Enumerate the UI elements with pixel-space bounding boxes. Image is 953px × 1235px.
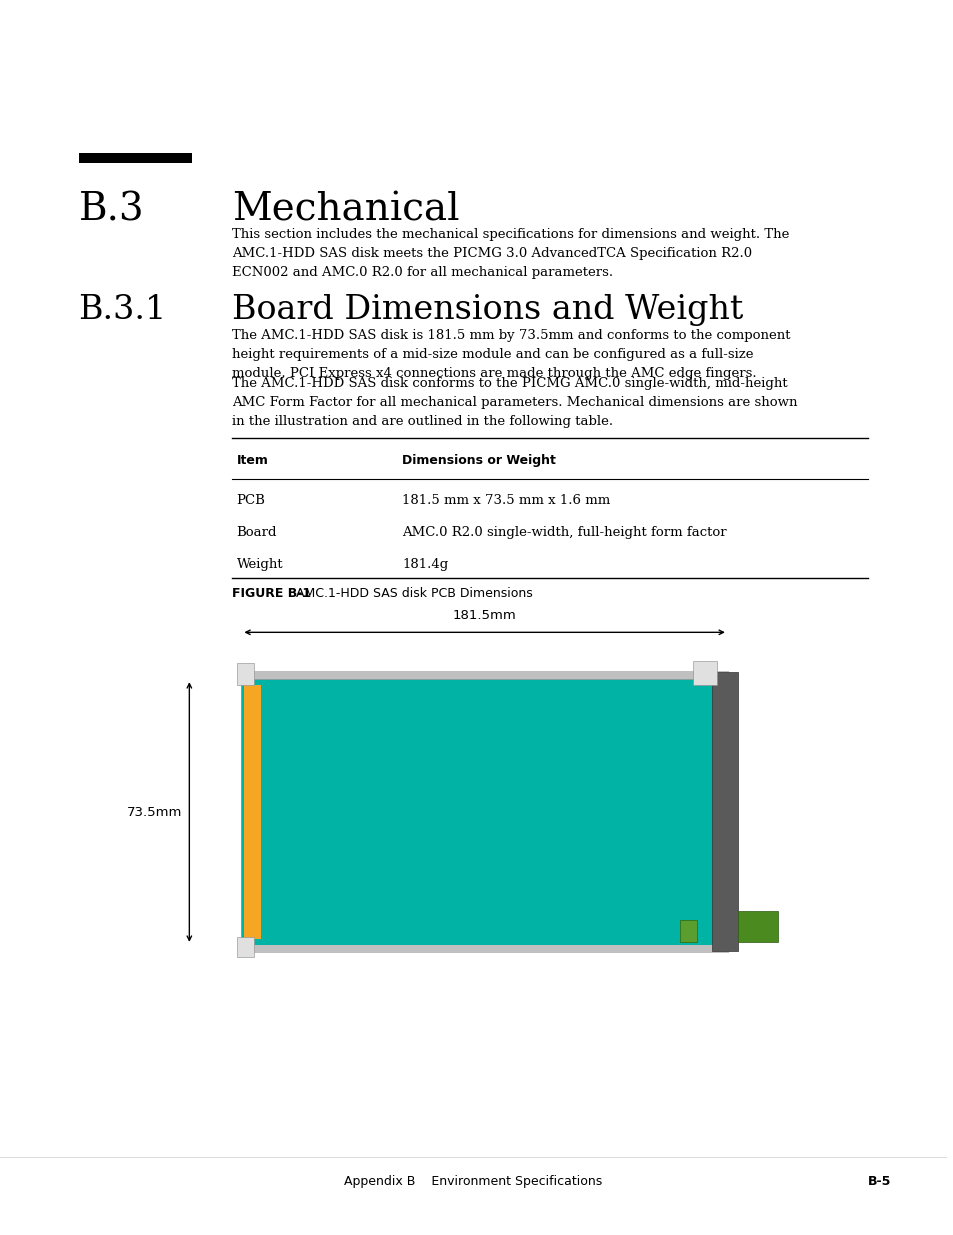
Text: Mechanical: Mechanical: [232, 191, 459, 228]
Bar: [244, 685, 261, 939]
Bar: [679, 920, 696, 942]
Bar: [241, 945, 728, 953]
Text: This section includes the mechanical specifications for dimensions and weight. T: This section includes the mechanical spe…: [232, 228, 788, 279]
Bar: [236, 663, 253, 685]
Bar: [241, 679, 728, 945]
Text: Appendix B    Environment Specifications: Appendix B Environment Specifications: [344, 1174, 602, 1188]
Text: AMC.1-HDD SAS disk PCB Dimensions: AMC.1-HDD SAS disk PCB Dimensions: [296, 587, 533, 600]
Bar: [78, 153, 192, 163]
Bar: [738, 911, 778, 942]
Bar: [241, 671, 728, 679]
Text: AMC.0 R2.0 single-width, full-height form factor: AMC.0 R2.0 single-width, full-height for…: [402, 526, 726, 540]
Text: B-5: B-5: [867, 1174, 890, 1188]
Text: PCB: PCB: [236, 494, 265, 508]
Bar: [711, 672, 738, 951]
Text: B.3: B.3: [78, 191, 144, 228]
Text: Item: Item: [236, 454, 269, 468]
Text: The AMC.1-HDD SAS disk conforms to the PICMG AMC.0 single-width, mid-height
AMC : The AMC.1-HDD SAS disk conforms to the P…: [232, 377, 797, 427]
Text: Dimensions or Weight: Dimensions or Weight: [402, 454, 556, 468]
Text: The AMC.1-HDD SAS disk is 181.5 mm by 73.5mm and conforms to the component
heigh: The AMC.1-HDD SAS disk is 181.5 mm by 73…: [232, 329, 790, 379]
Bar: [236, 937, 253, 957]
Text: FIGURE B-1: FIGURE B-1: [232, 587, 311, 600]
Text: 181.4g: 181.4g: [402, 558, 448, 572]
Text: Board: Board: [236, 526, 277, 540]
Text: Board Dimensions and Weight: Board Dimensions and Weight: [232, 294, 742, 326]
Bar: [692, 661, 716, 685]
Text: B.3.1: B.3.1: [78, 294, 167, 326]
Text: 181.5 mm x 73.5 mm x 1.6 mm: 181.5 mm x 73.5 mm x 1.6 mm: [402, 494, 610, 508]
Text: Weight: Weight: [236, 558, 283, 572]
Text: 181.5mm: 181.5mm: [453, 609, 516, 622]
Text: 73.5mm: 73.5mm: [126, 805, 182, 819]
